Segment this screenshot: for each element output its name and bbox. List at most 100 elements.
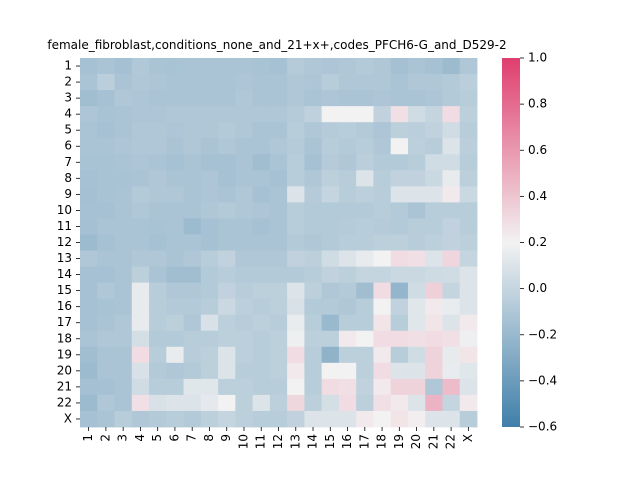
heatmap-cell-9-X xyxy=(459,186,478,203)
x-tick-label: 17 xyxy=(357,434,371,449)
heatmap-cell-22-18 xyxy=(373,394,392,412)
heatmap-cell-19-22 xyxy=(442,346,461,364)
heatmap-cell-13-X xyxy=(459,250,478,267)
heatmap-cell-15-9 xyxy=(218,282,236,300)
heatmap-cell-4-16 xyxy=(338,106,357,123)
heatmap-cell-22-9 xyxy=(218,394,236,412)
heatmap-cell-20-8 xyxy=(200,362,219,380)
heatmap-cell-8-13 xyxy=(287,170,305,187)
heatmap-cell-22-X xyxy=(459,394,478,412)
heatmap-cell-14-19 xyxy=(390,266,409,284)
heatmap-cell-5-22 xyxy=(442,122,461,139)
heatmap-cell-6-8 xyxy=(200,138,219,155)
heatmap-cell-13-15 xyxy=(321,250,340,267)
heatmap-cell-19-8 xyxy=(200,346,219,364)
heatmap-cell-20-22 xyxy=(442,362,461,380)
heatmap-cell-3-22 xyxy=(442,90,461,107)
heatmap-cell-20-13 xyxy=(287,362,305,380)
heatmap-cell-13-6 xyxy=(166,250,184,267)
heatmap-cell-X-18 xyxy=(373,410,392,428)
heatmap-cell-7-6 xyxy=(166,154,184,171)
y-tick-label: 2 xyxy=(64,75,72,89)
heatmap-cell-22-20 xyxy=(407,394,426,412)
heatmap-cell-13-16 xyxy=(338,250,357,267)
heatmap-cell-5-10 xyxy=(235,122,254,139)
heatmap-cell-2-18 xyxy=(373,74,392,91)
heatmap-cell-19-3 xyxy=(114,346,133,364)
heatmap-cell-14-11 xyxy=(252,266,271,284)
heatmap-cell-16-X xyxy=(459,298,478,316)
heatmap-cell-18-4 xyxy=(131,330,150,348)
heatmap-cell-5-14 xyxy=(304,122,323,139)
heatmap-cell-X-11 xyxy=(252,410,271,428)
heatmap-cell-12-19 xyxy=(390,234,409,251)
heatmap-cell-8-18 xyxy=(373,170,392,187)
heatmap-cell-21-11 xyxy=(252,378,271,396)
y-tick-label: 16 xyxy=(57,299,72,313)
heatmap-cell-14-16 xyxy=(338,266,357,284)
heatmap-cell-18-17 xyxy=(356,330,374,348)
heatmap-cell-X-4 xyxy=(131,410,150,428)
heatmap-cell-11-20 xyxy=(407,218,426,235)
heatmap-cell-9-9 xyxy=(218,186,236,203)
x-tick-label: 20 xyxy=(409,434,423,449)
heatmap-cell-1-20 xyxy=(407,58,426,75)
heatmap-cell-4-15 xyxy=(321,106,340,123)
heatmap-cell-10-15 xyxy=(321,202,340,219)
heatmap-cell-22-22 xyxy=(442,394,461,412)
heatmap-cell-15-3 xyxy=(114,282,133,300)
heatmap-cell-7-19 xyxy=(390,154,409,171)
heatmap-cell-22-10 xyxy=(235,394,254,412)
heatmap-cell-8-15 xyxy=(321,170,340,187)
colorbar-tick-label: 0.6 xyxy=(528,143,547,157)
heatmap-cell-2-X xyxy=(459,74,478,91)
x-tick-label: 14 xyxy=(306,434,320,449)
heatmap-cell-3-10 xyxy=(235,90,254,107)
heatmap-cell-21-9 xyxy=(218,378,236,396)
heatmap-cell-20-15 xyxy=(321,362,340,380)
heatmap-cell-9-22 xyxy=(442,186,461,203)
heatmap-cell-6-3 xyxy=(114,138,133,155)
colorbar-tick-label: −0.2 xyxy=(528,327,557,341)
heatmap-cell-7-18 xyxy=(373,154,392,171)
heatmap-cell-1-14 xyxy=(304,58,323,75)
heatmap-cell-12-20 xyxy=(407,234,426,251)
heatmap-cell-2-6 xyxy=(166,74,184,91)
x-tick-label: 3 xyxy=(116,434,130,442)
heatmap-cell-6-4 xyxy=(131,138,150,155)
heatmap-cell-15-4 xyxy=(131,282,150,300)
heatmap-cell-6-X xyxy=(459,138,478,155)
heatmap-cell-13-10 xyxy=(235,250,254,267)
heatmap-cell-5-1 xyxy=(80,122,98,139)
heatmap-cell-2-16 xyxy=(338,74,357,91)
heatmap-cell-19-6 xyxy=(166,346,184,364)
heatmap-cell-1-15 xyxy=(321,58,340,75)
heatmap-cell-20-14 xyxy=(304,362,323,380)
heatmap-cell-15-19 xyxy=(390,282,409,300)
heatmap-cell-20-1 xyxy=(80,362,98,380)
colorbar xyxy=(502,58,520,427)
heatmap-cell-22-7 xyxy=(183,394,202,412)
heatmap-cell-8-3 xyxy=(114,170,133,187)
heatmap-cell-8-5 xyxy=(149,170,167,187)
y-tick-label: 17 xyxy=(57,315,72,329)
heatmap-cell-20-5 xyxy=(149,362,167,380)
heatmap-cell-4-2 xyxy=(97,106,115,123)
heatmap-cell-17-19 xyxy=(390,314,409,332)
heatmap-cell-3-18 xyxy=(373,90,392,107)
y-tick-label: 9 xyxy=(64,187,72,201)
heatmap-cell-11-16 xyxy=(338,218,357,235)
heatmap-cell-1-17 xyxy=(356,58,374,75)
heatmap-cell-15-6 xyxy=(166,282,184,300)
heatmap-cell-8-7 xyxy=(183,170,202,187)
heatmap-cell-15-8 xyxy=(200,282,219,300)
heatmap-cell-13-18 xyxy=(373,250,392,267)
heatmap-cell-22-17 xyxy=(356,394,374,412)
heatmap-cell-21-1 xyxy=(80,378,98,396)
heatmap-cell-9-12 xyxy=(269,186,288,203)
heatmap-cell-3-4 xyxy=(131,90,150,107)
heatmap-cell-16-11 xyxy=(252,298,271,316)
heatmap-cell-18-X xyxy=(459,330,478,348)
heatmap-cell-9-2 xyxy=(97,186,115,203)
heatmap-cell-8-6 xyxy=(166,170,184,187)
